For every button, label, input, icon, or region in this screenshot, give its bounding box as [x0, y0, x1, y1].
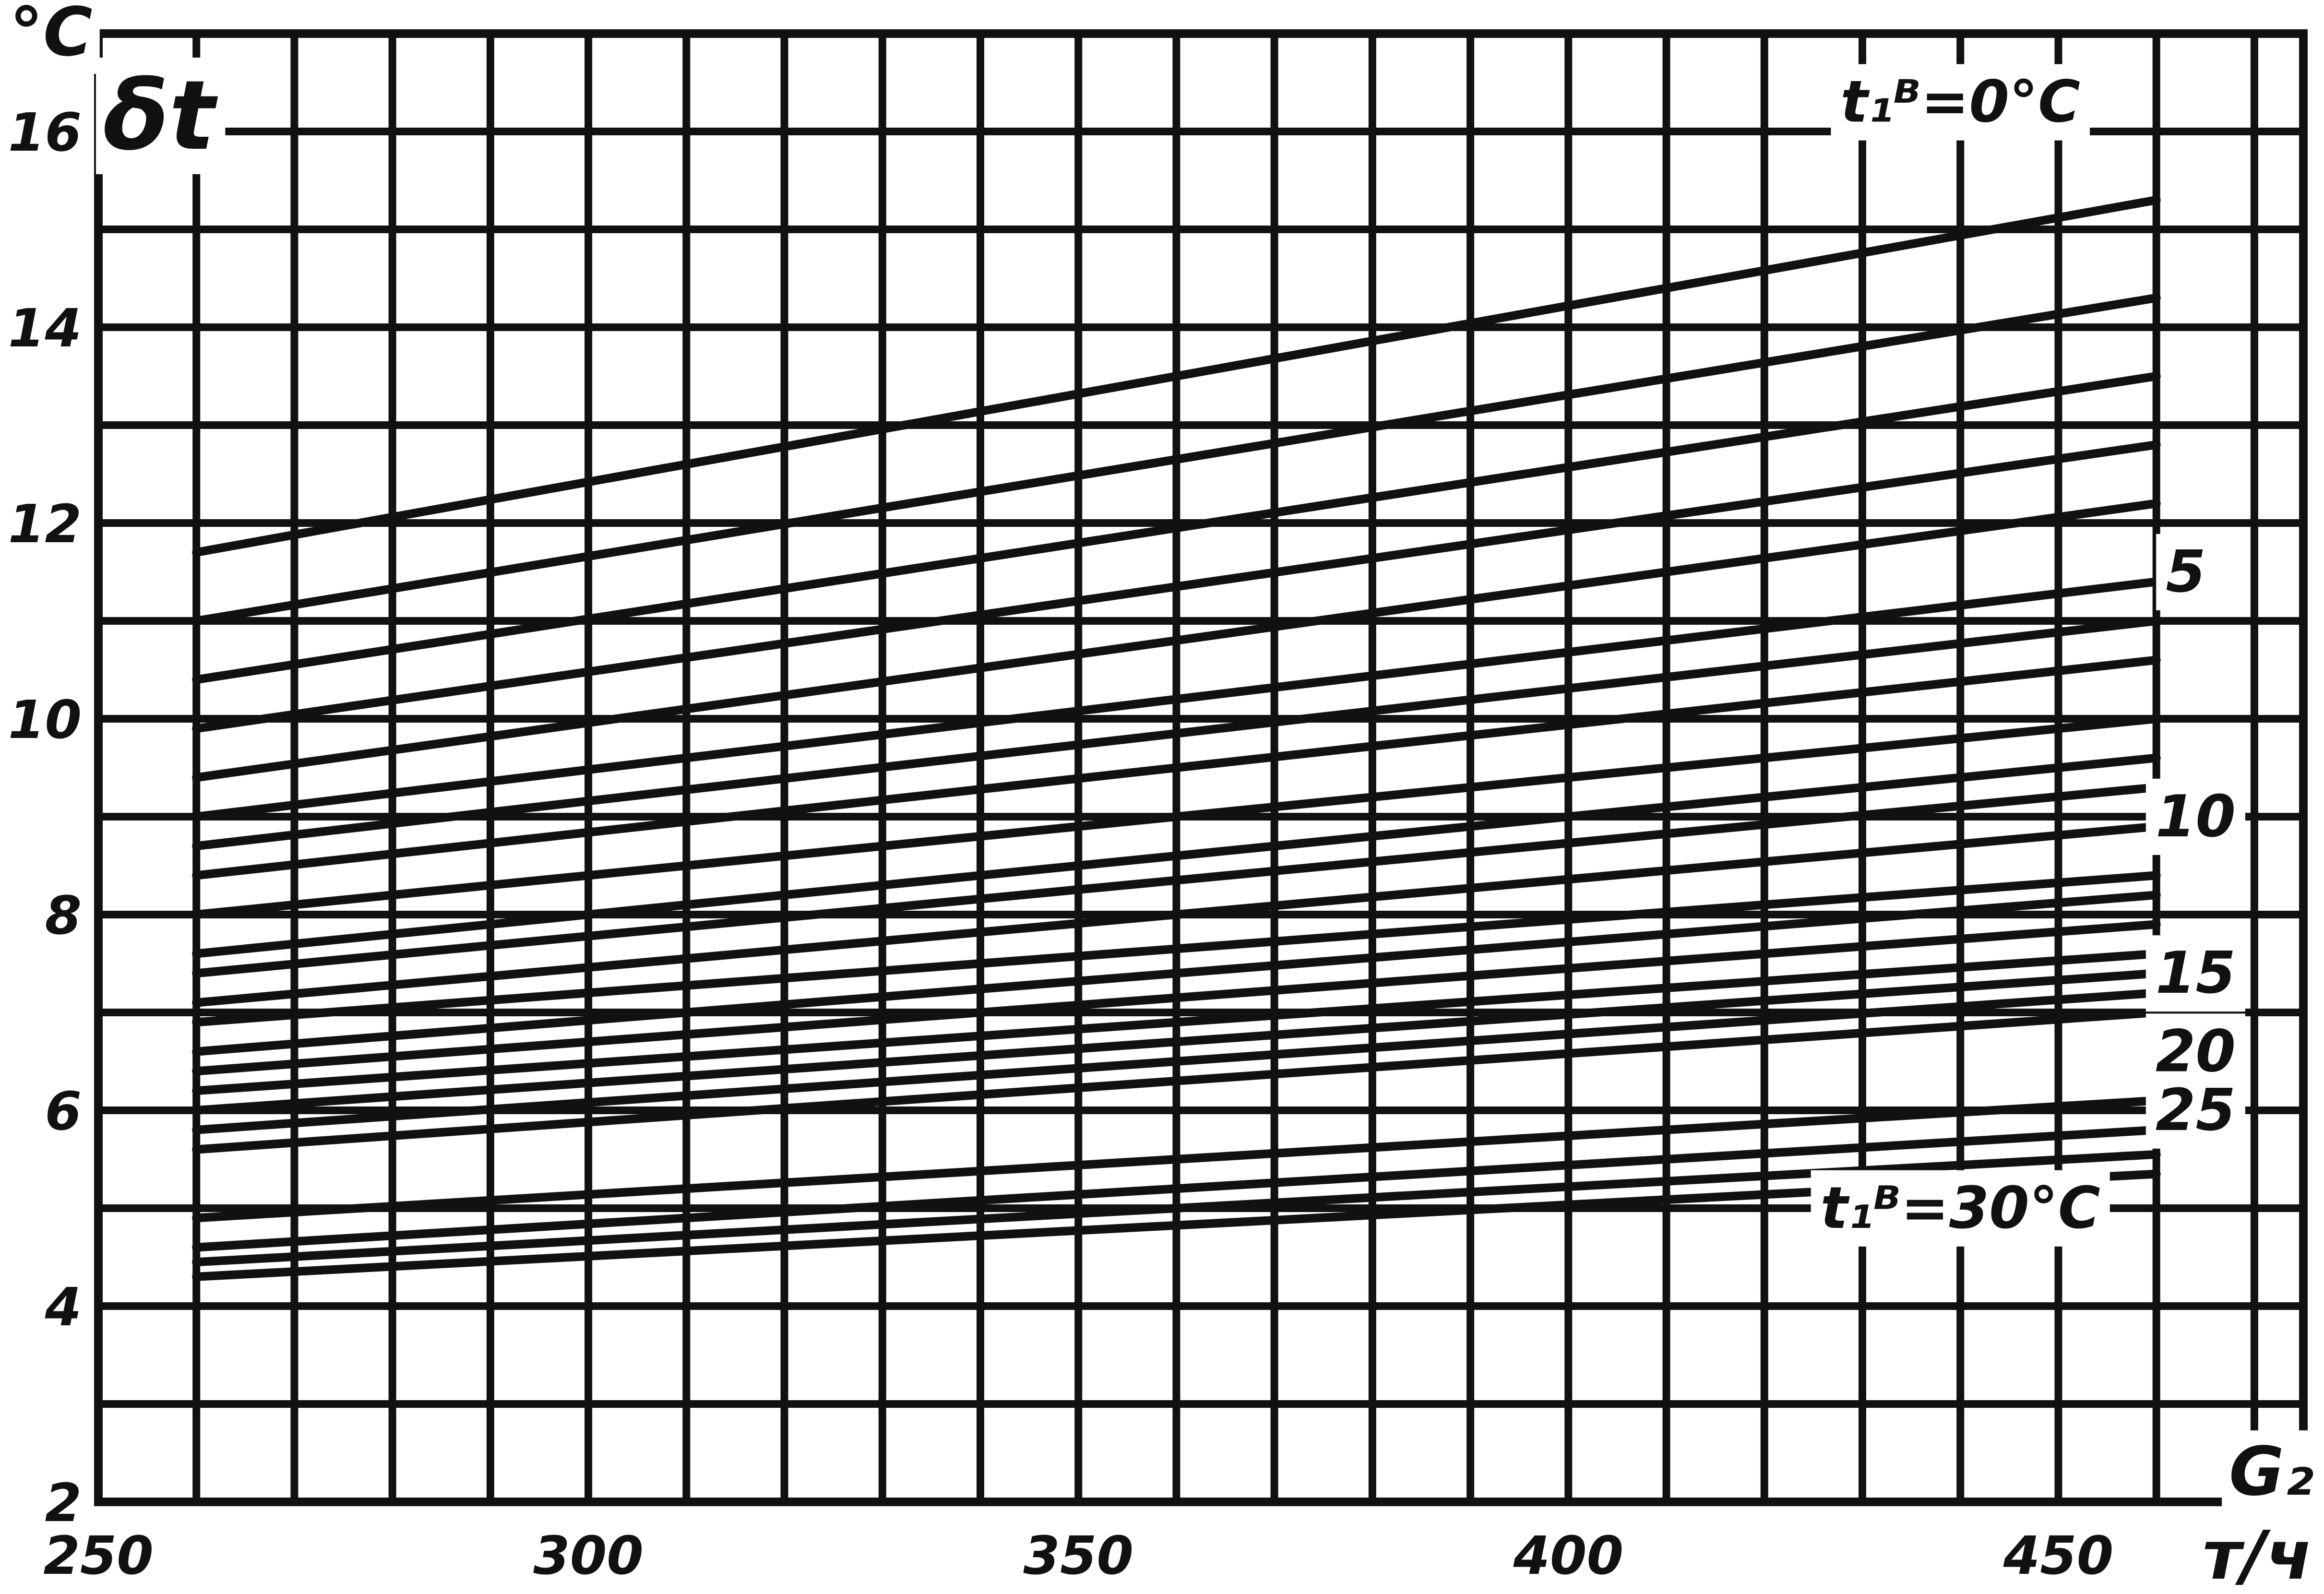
- series-line-7: [192, 655, 2161, 880]
- series-line-3: [192, 440, 2161, 733]
- series-line-8: [192, 714, 2161, 919]
- series-line-19: [192, 1096, 2161, 1223]
- curve-label-3: 15: [2156, 940, 2236, 1007]
- series-line-11: [192, 822, 2161, 1007]
- x-tick-label-4: 450: [2003, 1525, 2114, 1586]
- curve-label-1: 5: [2166, 539, 2206, 606]
- y-tick-label-7: 16: [8, 102, 82, 163]
- curve-label-2: 10: [2156, 784, 2236, 850]
- y-axis-title: δt: [103, 60, 218, 172]
- series-line-13: [192, 891, 2161, 1056]
- series-line-4: [192, 499, 2161, 782]
- series-line-9: [192, 753, 2161, 958]
- curve-label-6: t₁ᴮ=30°C: [1821, 1175, 2100, 1242]
- x-tick-label-1: 300: [533, 1525, 644, 1586]
- chart-ticks: 2 4 6 8 10 12 14 16 250 300 350 400 450: [8, 102, 2113, 1586]
- y-axis-unit: °C: [10, 0, 93, 71]
- curve-label-0: t₁ᴮ=0°C: [1840, 69, 2080, 136]
- series-line-15: [192, 949, 2161, 1095]
- series-line-16: [192, 969, 2161, 1115]
- y-tick-label-0: 2: [45, 1472, 82, 1534]
- x-tick-label-2: 350: [1023, 1525, 1133, 1586]
- curve-label-background-5: [2145, 1072, 2245, 1149]
- plot-frame: [94, 29, 2308, 1506]
- x-axis-title: G₂: [2229, 1433, 2313, 1511]
- x-title-background: [2222, 1430, 2321, 1513]
- series-line-17: [192, 988, 2161, 1134]
- series-line-10: [192, 783, 2161, 978]
- x-tick-label-0: 250: [43, 1525, 154, 1586]
- y-tick-label-3: 8: [45, 885, 82, 946]
- curve-label-background-6: [1811, 1170, 2110, 1247]
- series-line-20: [192, 1125, 2161, 1252]
- y-unit-background: [2, 0, 100, 74]
- y-tick-label-2: 6: [45, 1081, 82, 1142]
- x-axis-unit: т/ч: [2203, 1517, 2312, 1594]
- x-unit-background: [2195, 1514, 2320, 1594]
- y-tick-label-4: 10: [8, 689, 82, 750]
- y-tick-label-6: 14: [8, 297, 82, 359]
- x-tick-label-3: 400: [1513, 1525, 1624, 1586]
- curve-label-background-3: [2145, 935, 2245, 1012]
- y-title-background: [96, 58, 226, 174]
- series-line-6: [192, 617, 2161, 851]
- series-line-12: [192, 871, 2161, 1027]
- series-line-0: [192, 195, 2161, 557]
- curve-label-5: 25: [2156, 1077, 2236, 1144]
- y-tick-label-1: 4: [44, 1276, 82, 1338]
- series-line-18: [192, 1008, 2161, 1154]
- curve-label-background-1: [2156, 534, 2216, 610]
- series-line-2: [192, 372, 2161, 684]
- curve-label-background-2: [2145, 778, 2245, 855]
- series-line-1: [192, 293, 2161, 625]
- curve-label-background-0: [1831, 64, 2090, 141]
- series-line-5: [192, 577, 2161, 821]
- y-tick-label-5: 12: [8, 493, 82, 555]
- series-line-14: [192, 920, 2161, 1076]
